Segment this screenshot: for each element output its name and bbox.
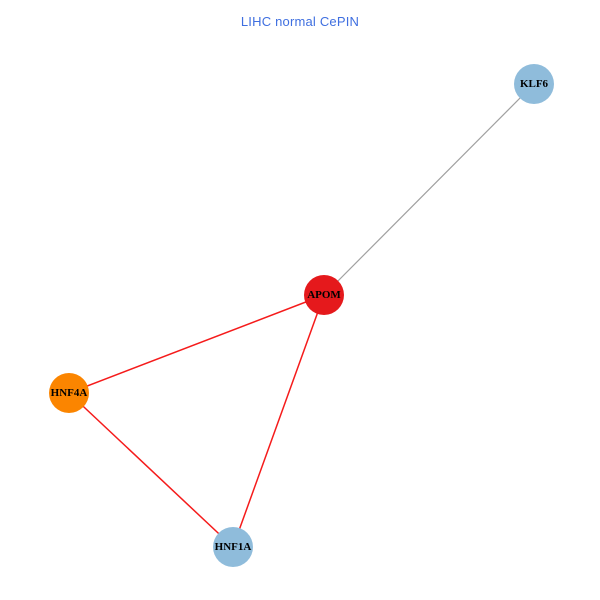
node-circle[interactable]	[49, 373, 89, 413]
edge-layer	[68, 83, 535, 548]
graph-edge	[323, 83, 535, 296]
graph-node[interactable]: HNF4A	[49, 373, 89, 413]
graph-edge	[68, 294, 325, 394]
graph-edge	[232, 294, 325, 548]
node-circle[interactable]	[304, 275, 344, 315]
node-circle[interactable]	[514, 64, 554, 104]
node-label: APOM	[307, 289, 341, 301]
graph-node[interactable]: APOM	[304, 275, 344, 315]
graph-node[interactable]: KLF6	[514, 64, 554, 104]
node-layer: KLF6 APOM HNF4A HNF1A	[49, 64, 554, 567]
node-label: HNF1A	[215, 541, 252, 553]
node-label: KLF6	[520, 78, 549, 90]
page-title: LIHC normal CePIN	[240, 14, 360, 29]
graph-node[interactable]: HNF1A	[213, 527, 253, 567]
node-circle[interactable]	[213, 527, 253, 567]
node-label: HNF4A	[51, 387, 88, 399]
graph-edge	[68, 392, 234, 548]
